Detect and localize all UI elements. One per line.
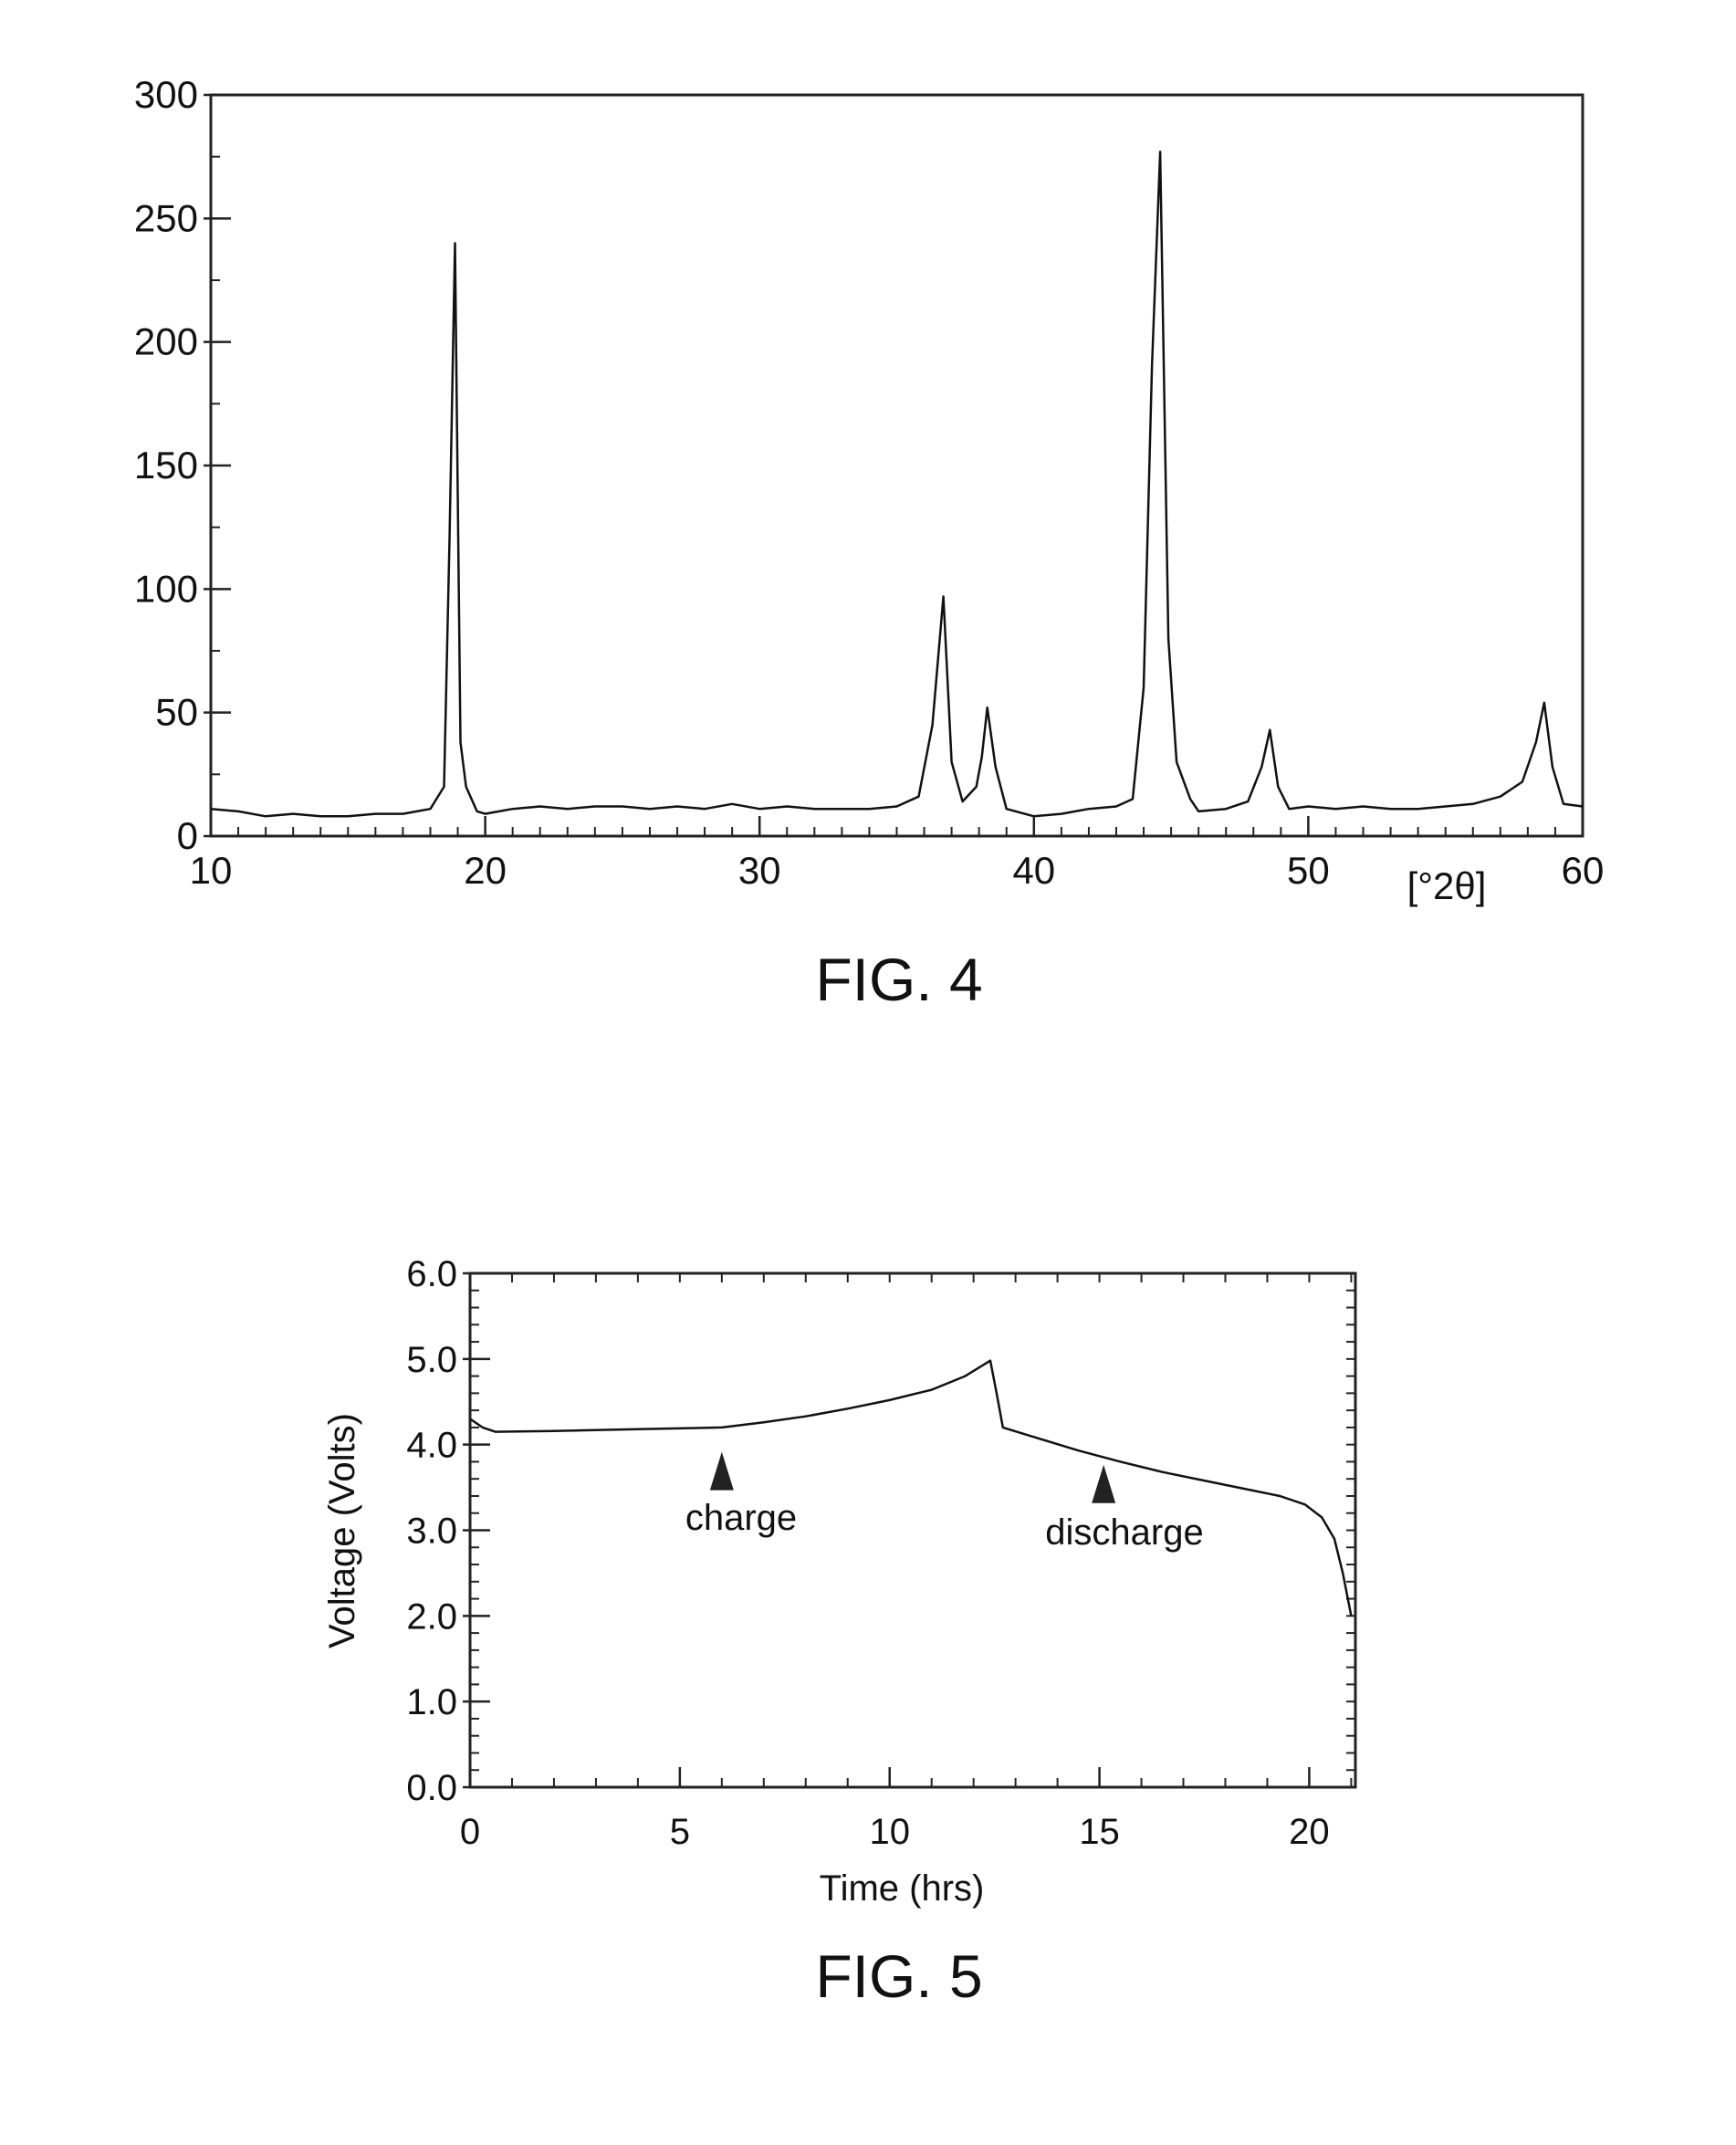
data-series-line: [470, 1361, 1351, 1617]
y-tick-label: 50: [155, 691, 198, 734]
annotation-charge: charge: [685, 1498, 797, 1538]
fig4-caption: FIG. 4: [815, 946, 982, 1013]
fig4-chart: 102030405060050100150200250300: [134, 73, 1604, 892]
plot-frame: [211, 95, 1583, 836]
data-series-line: [211, 152, 1583, 816]
fig5-caption: FIG. 5: [815, 1942, 982, 2010]
y-tick-label: 0: [177, 814, 198, 857]
plot-frame: [470, 1273, 1355, 1787]
y-tick-label: 6.0: [406, 1254, 457, 1294]
x-tick-label: 40: [1012, 849, 1055, 892]
x-tick-label: 0: [460, 1812, 480, 1852]
y-tick-label: 250: [134, 196, 198, 239]
fig5-chart: 0 5 10 15 20 0.0 1.0 2.0 3.0 4.0 5.0 6.0: [406, 1254, 1355, 1852]
annotation-arrow-icon: [710, 1452, 734, 1491]
y-tick-label: 5.0: [406, 1340, 457, 1380]
annotation-arrow-icon: [1092, 1465, 1115, 1503]
y-tick-label: 100: [134, 567, 198, 610]
x-tick-label: 50: [1287, 849, 1330, 892]
fig5-ylabel: Voltage (Volts): [322, 1413, 362, 1648]
y-tick-label: 2.0: [406, 1596, 457, 1637]
y-tick-label: 0.0: [406, 1768, 457, 1808]
x-tick-label: 5: [670, 1812, 690, 1852]
fig5-xlabel: Time (hrs): [820, 1868, 985, 1909]
x-tick-label: 20: [464, 849, 507, 892]
y-tick-label: 1.0: [406, 1682, 457, 1722]
y-tick-label: 150: [134, 444, 198, 487]
x-tick-label: 10: [869, 1812, 910, 1852]
y-tick-label: 3.0: [406, 1512, 457, 1552]
fig4-xlabel: [°2θ]: [1407, 864, 1487, 907]
y-tick-label: 4.0: [406, 1426, 457, 1466]
x-tick-label: 30: [738, 849, 781, 892]
y-tick-label: 300: [134, 73, 198, 116]
y-tick-label: 200: [134, 320, 198, 363]
x-tick-label: 20: [1289, 1812, 1330, 1852]
x-tick-label: 15: [1079, 1812, 1120, 1852]
x-tick-label: 60: [1562, 849, 1605, 892]
annotation-discharge: discharge: [1045, 1512, 1203, 1553]
